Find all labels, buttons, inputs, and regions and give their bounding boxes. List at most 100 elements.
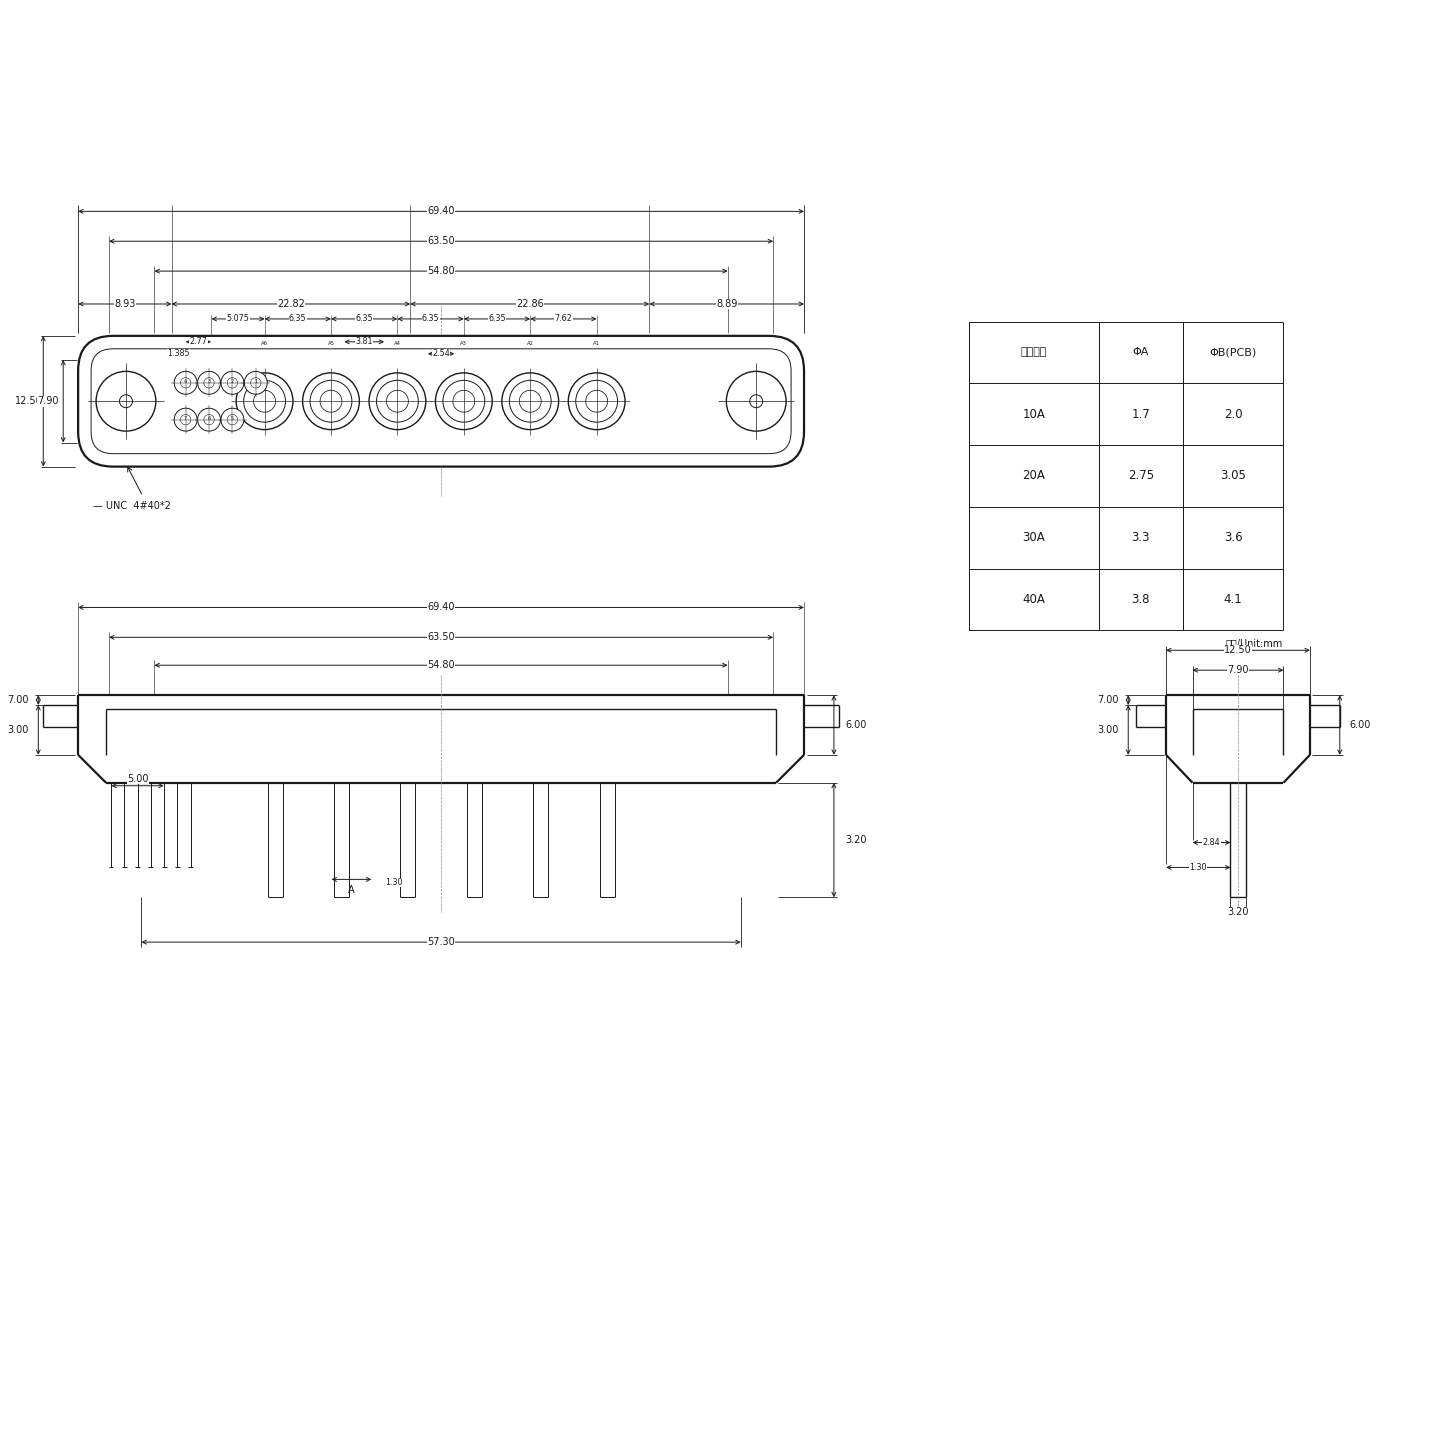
Text: 1.385: 1.385 <box>167 350 190 359</box>
Text: 2.84: 2.84 <box>1202 838 1220 847</box>
Text: 8.89: 8.89 <box>716 300 737 310</box>
Circle shape <box>180 377 192 387</box>
Circle shape <box>174 408 197 431</box>
Text: A2: A2 <box>527 341 534 346</box>
Text: 5.00: 5.00 <box>127 773 148 783</box>
Circle shape <box>197 408 220 431</box>
Text: 额定电流: 额定电流 <box>1021 347 1047 357</box>
Text: 3.20: 3.20 <box>1227 907 1248 917</box>
Circle shape <box>236 373 292 429</box>
Circle shape <box>96 372 156 431</box>
Text: ΦB(PCB): ΦB(PCB) <box>1210 347 1257 357</box>
Circle shape <box>726 372 786 431</box>
Circle shape <box>251 377 261 387</box>
Text: 20A: 20A <box>1022 469 1045 482</box>
Text: 2.54: 2.54 <box>432 350 449 359</box>
Text: 7.00: 7.00 <box>1097 696 1119 706</box>
Circle shape <box>310 380 351 422</box>
Text: 6.00: 6.00 <box>1349 720 1371 730</box>
Circle shape <box>174 372 197 395</box>
Text: 6.35: 6.35 <box>289 314 307 324</box>
Text: 1.30: 1.30 <box>1189 863 1207 873</box>
Text: 54.80: 54.80 <box>428 266 455 276</box>
Text: 3.00: 3.00 <box>1097 724 1119 734</box>
Text: A3: A3 <box>461 341 467 346</box>
Circle shape <box>750 395 763 408</box>
Text: 10A: 10A <box>1022 408 1045 420</box>
Circle shape <box>520 390 541 412</box>
Circle shape <box>376 380 419 422</box>
Text: 12.50: 12.50 <box>1224 645 1251 655</box>
Text: 1.7: 1.7 <box>1132 408 1151 420</box>
Circle shape <box>180 415 192 425</box>
Circle shape <box>228 415 238 425</box>
Text: A: A <box>348 886 354 896</box>
Circle shape <box>243 380 285 422</box>
Text: 6.35: 6.35 <box>422 314 439 324</box>
Circle shape <box>576 380 618 422</box>
Circle shape <box>444 380 485 422</box>
FancyBboxPatch shape <box>91 348 791 454</box>
Text: 7.00: 7.00 <box>7 696 29 706</box>
Text: A6: A6 <box>261 341 268 346</box>
Text: 6.35: 6.35 <box>356 314 373 324</box>
Text: 7.90: 7.90 <box>1227 665 1248 675</box>
Text: 4: 4 <box>184 379 187 384</box>
Text: 40A: 40A <box>1022 593 1045 606</box>
Circle shape <box>452 390 475 412</box>
Text: 30A: 30A <box>1022 531 1045 544</box>
Text: 2.75: 2.75 <box>1128 469 1153 482</box>
Circle shape <box>435 373 492 429</box>
Circle shape <box>204 415 215 425</box>
Text: 2.0: 2.0 <box>1224 408 1243 420</box>
Text: 3.3: 3.3 <box>1132 531 1151 544</box>
Circle shape <box>204 377 215 387</box>
Text: 3.81: 3.81 <box>356 337 373 347</box>
Circle shape <box>503 373 559 429</box>
Text: 5: 5 <box>230 416 233 420</box>
Circle shape <box>302 373 360 429</box>
Text: 4.1: 4.1 <box>1224 593 1243 606</box>
Circle shape <box>245 372 268 395</box>
Circle shape <box>369 373 426 429</box>
Text: 2.77: 2.77 <box>190 337 207 347</box>
Text: 6.00: 6.00 <box>845 720 867 730</box>
Circle shape <box>228 377 238 387</box>
Text: 5.075: 5.075 <box>226 314 249 324</box>
Text: 57.30: 57.30 <box>428 937 455 948</box>
Text: 3: 3 <box>207 379 210 384</box>
Text: — UNC  4#40*2: — UNC 4#40*2 <box>94 501 171 511</box>
Text: 8.93: 8.93 <box>114 300 135 310</box>
Text: 12.50: 12.50 <box>14 396 42 406</box>
Circle shape <box>220 408 243 431</box>
Circle shape <box>510 380 552 422</box>
Text: ΦA: ΦA <box>1133 347 1149 357</box>
Text: 69.40: 69.40 <box>428 206 455 216</box>
Text: 54.80: 54.80 <box>428 660 455 670</box>
Circle shape <box>320 390 341 412</box>
Text: 7: 7 <box>184 416 187 420</box>
Text: 1.30: 1.30 <box>384 878 402 887</box>
Circle shape <box>220 372 243 395</box>
Text: 3.6: 3.6 <box>1224 531 1243 544</box>
Text: 单位/Unit:mm: 单位/Unit:mm <box>1225 638 1283 648</box>
Circle shape <box>120 395 132 408</box>
Text: 2: 2 <box>230 379 233 384</box>
Text: A5: A5 <box>327 341 334 346</box>
Text: 22.86: 22.86 <box>516 300 544 310</box>
Circle shape <box>569 373 625 429</box>
Text: 7.90: 7.90 <box>37 396 59 406</box>
Text: 1: 1 <box>255 379 258 384</box>
Text: 3.8: 3.8 <box>1132 593 1151 606</box>
Text: 63.50: 63.50 <box>428 236 455 246</box>
FancyBboxPatch shape <box>78 336 804 467</box>
Text: 69.40: 69.40 <box>428 602 455 612</box>
Text: 3.05: 3.05 <box>1220 469 1246 482</box>
Circle shape <box>253 390 275 412</box>
Text: 6: 6 <box>207 416 210 420</box>
Circle shape <box>586 390 608 412</box>
Text: A4: A4 <box>395 341 400 346</box>
Text: 3.00: 3.00 <box>7 724 29 734</box>
Text: 22.82: 22.82 <box>276 300 305 310</box>
Text: 7.62: 7.62 <box>554 314 572 324</box>
